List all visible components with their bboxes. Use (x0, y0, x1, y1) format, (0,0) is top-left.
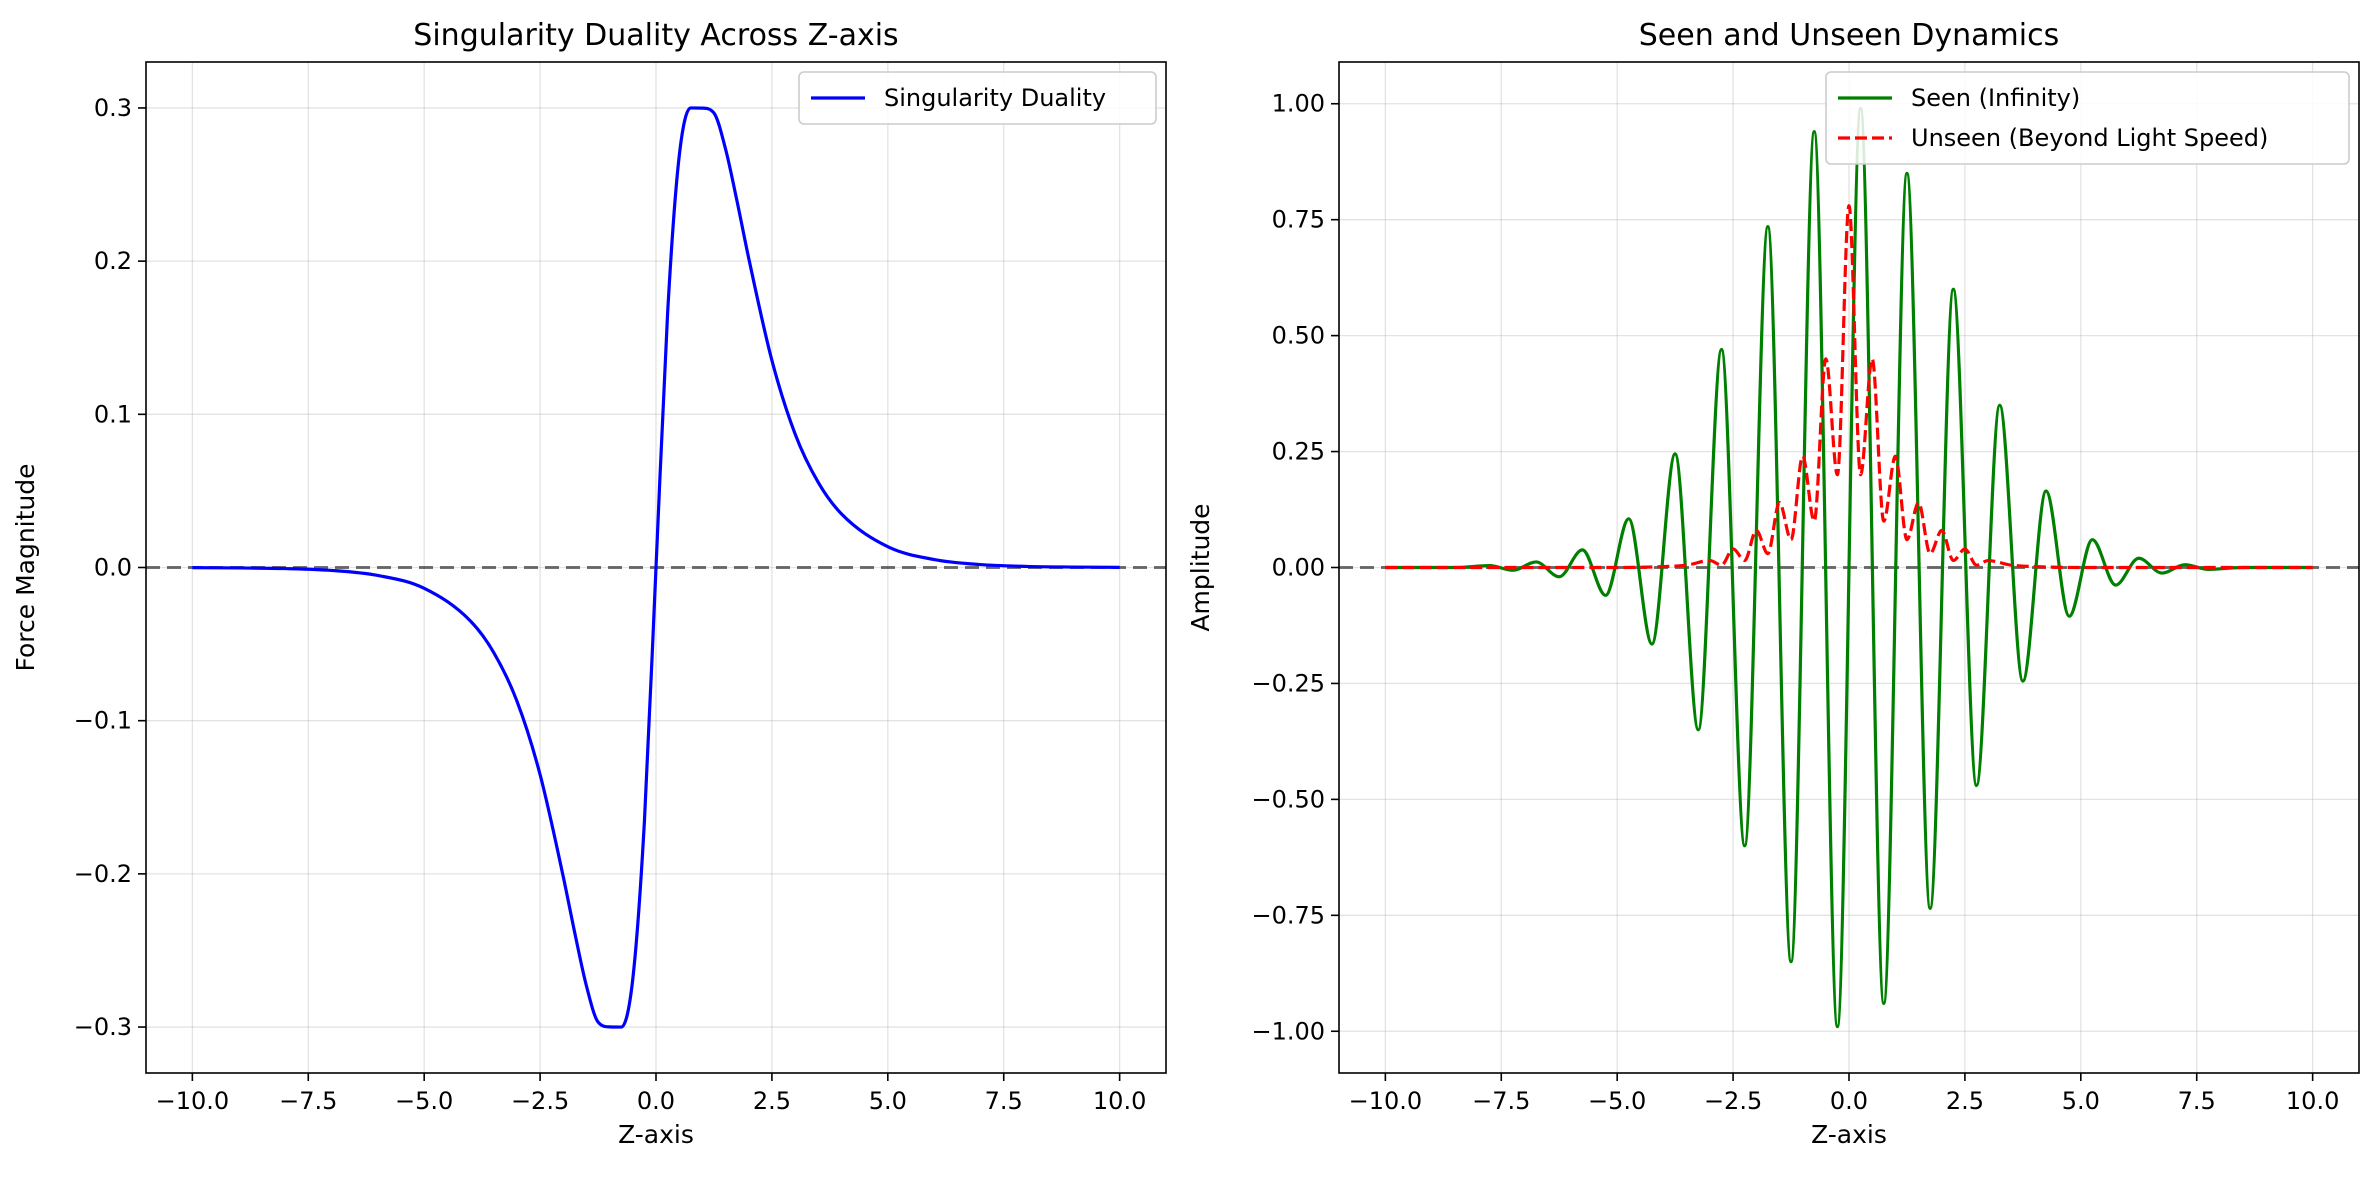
left-chart-panel: −10.0 −7.5 −5.0 −2.5 0.0 2.5 5.0 7.5 10.0 −0.3−0… (11, 18, 1167, 1149)
right-chart-x-tick-label: −2.5 (1704, 1087, 1762, 1115)
left-chart-x-tick-label: 0.0 (637, 1087, 675, 1115)
left-chart-y-tick-label: 0.3 (94, 94, 132, 122)
left-chart-x-tick-label: 7.5 (985, 1087, 1023, 1115)
right-chart-y-ticks: −1.00 −0.75 −0.50 −0.25 0.00 0.25 0.50 0.75 1.00 (1251, 90, 1339, 1045)
right-chart-y-tick-label: −1.00 (1251, 1017, 1325, 1045)
left-chart-title: Singularity Duality Across Z-axis (413, 18, 898, 53)
left-chart-y-tick-label: 0.1 (94, 400, 132, 428)
right-chart-y-tick-label: 1.00 (1272, 90, 1325, 118)
left-chart-y-tick-label: 0.0 (94, 554, 132, 582)
right-chart-title: Seen and Unseen Dynamics (1639, 18, 2059, 53)
right-chart-x-tick-label: 0.0 (1830, 1087, 1868, 1115)
right-chart-y-tick-label: 0.75 (1272, 206, 1325, 234)
right-chart-y-tick-label: 0.25 (1272, 438, 1325, 466)
left-chart-legend-label: Singularity Duality (884, 84, 1106, 112)
left-chart-x-tick-label: 5.0 (869, 1087, 907, 1115)
right-chart-x-ticks: −10.0 −7.5 −5.0 −2.5 0.0 2.5 5.0 7.5 10.0 (1349, 1073, 2339, 1115)
right-chart-legend-label: Unseen (Beyond Light Speed) (1911, 124, 2268, 152)
left-chart-y-tick-label: −0.1 (74, 707, 132, 735)
right-chart-x-tick-label: 5.0 (2062, 1087, 2100, 1115)
right-chart-x-tick-label: −10.0 (1349, 1087, 1423, 1115)
right-chart-y-tick-label: −0.50 (1251, 785, 1325, 813)
left-chart-legend: Singularity Duality (798, 71, 1157, 125)
left-chart-y-tick-label: 0.2 (94, 247, 132, 275)
right-chart-series (1385, 106, 2313, 1029)
right-chart-legend-label: Seen (Infinity) (1911, 84, 2080, 112)
right-chart-legend: Seen (Infinity) Unseen (Beyond Light Spee… (1825, 71, 2350, 165)
right-chart-x-tick-label: 10.0 (2286, 1087, 2339, 1115)
left-chart-x-tick-label: −10.0 (156, 1087, 230, 1115)
right-chart-y-tick-label: −0.75 (1251, 901, 1325, 929)
left-chart-x-ticks: −10.0 −7.5 −5.0 −2.5 0.0 2.5 5.0 7.5 10.0 (156, 1073, 1146, 1115)
left-chart-y-tick-label: −0.2 (74, 860, 132, 888)
right-chart-y-tick-label: 0.50 (1272, 322, 1325, 350)
right-chart-x-tick-label: −7.5 (1472, 1087, 1530, 1115)
right-chart-series-line-1 (1385, 106, 2313, 1029)
right-chart-y-axis-label: Amplitude (1186, 503, 1215, 631)
left-chart-series (192, 106, 1120, 1029)
right-chart-x-tick-label: 7.5 (2178, 1087, 2216, 1115)
left-chart-series-line-1 (192, 106, 1120, 1029)
left-chart-x-tick-label: 10.0 (1093, 1087, 1146, 1115)
left-chart-x-tick-label: −2.5 (511, 1087, 569, 1115)
right-chart-x-tick-label: −5.0 (1588, 1087, 1646, 1115)
right-chart-panel: −10.0 −7.5 −5.0 −2.5 0.0 2.5 5.0 7.5 10.0 −1.00−… (1186, 18, 2360, 1149)
right-chart-x-tick-label: 2.5 (1946, 1087, 1984, 1115)
left-chart-y-tick-label: −0.3 (74, 1013, 132, 1041)
left-chart-x-axis-label: Z-axis (618, 1120, 694, 1149)
left-chart-legend-box (798, 71, 1157, 125)
right-chart-y-tick-label: 0.00 (1272, 554, 1325, 582)
left-chart-y-axis-label: Force Magnitude (11, 463, 40, 671)
right-chart-x-axis-label: Z-axis (1811, 1120, 1887, 1149)
right-chart-y-tick-label: −0.25 (1251, 669, 1325, 697)
left-chart-x-tick-label: 2.5 (753, 1087, 791, 1115)
right-chart-series-line-2 (1385, 204, 2313, 570)
left-chart-x-tick-label: −7.5 (279, 1087, 337, 1115)
left-chart-x-tick-label: −5.0 (395, 1087, 453, 1115)
left-chart-y-ticks: −0.3 −0.2 −0.1 0.0 0.1 0.2 0.3 (74, 94, 146, 1041)
right-chart-legend-box (1825, 71, 2350, 165)
